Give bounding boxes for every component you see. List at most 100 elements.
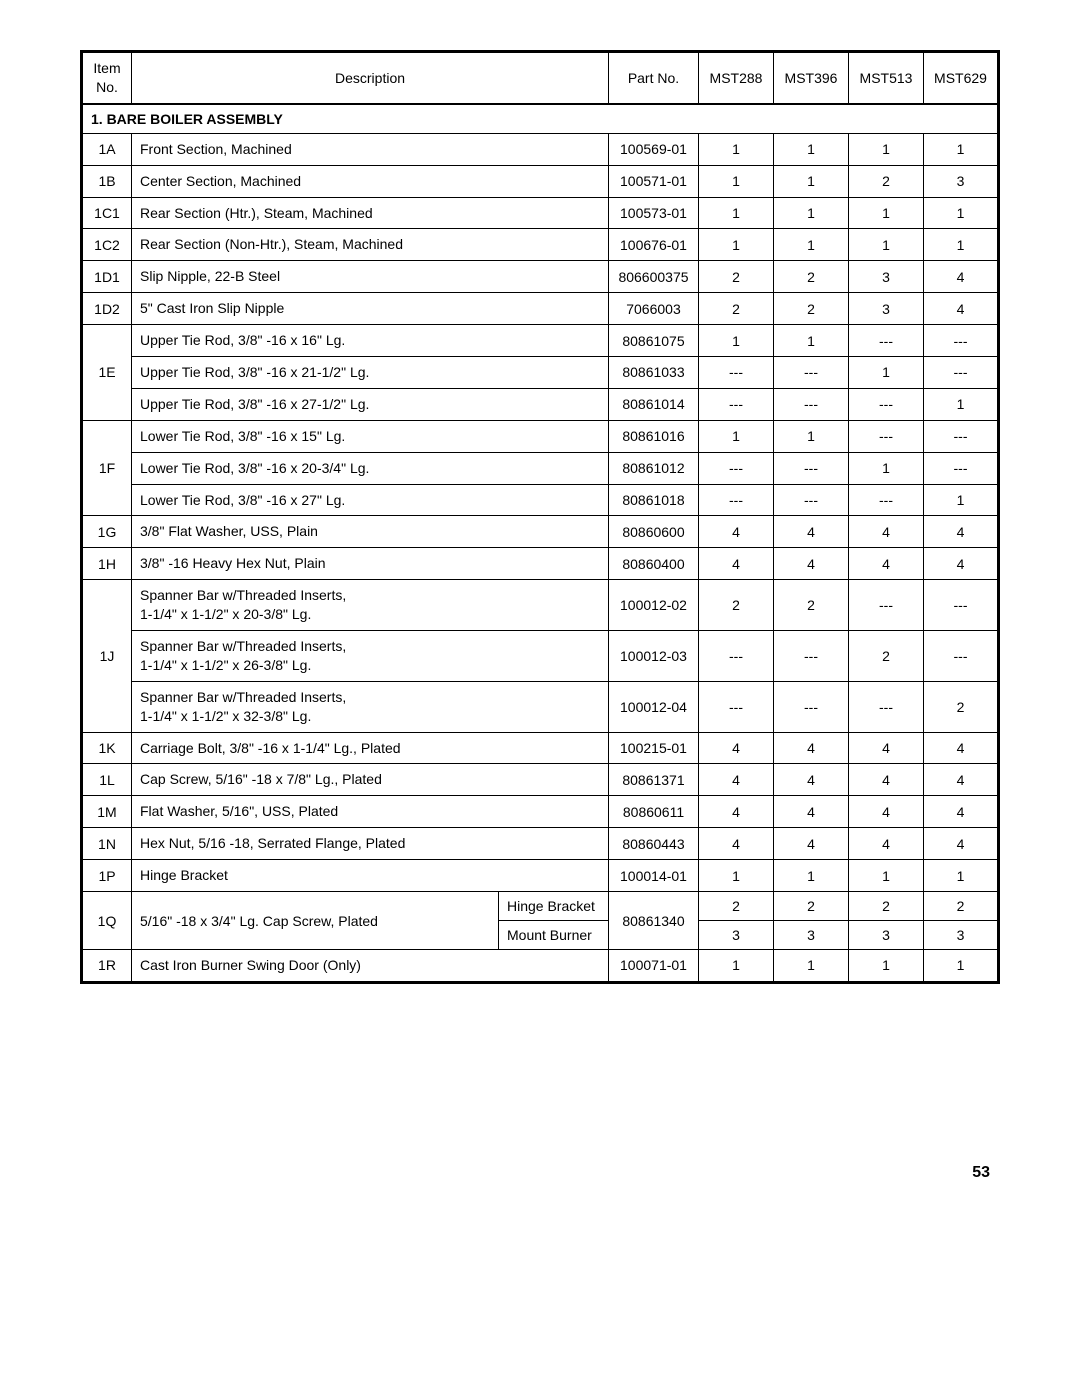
qty-cell: 1: [849, 950, 924, 983]
description: Hex Nut, 5/16 -18, Serrated Flange, Plat…: [132, 828, 609, 860]
qty-cell: 1: [699, 325, 774, 357]
qty-cell: 2: [924, 681, 999, 732]
description: 5" Cast Iron Slip Nipple: [132, 293, 609, 325]
table-body: 1. BARE BOILER ASSEMBLY 1AFront Section,…: [82, 104, 999, 983]
qty-cell: 4: [849, 516, 924, 548]
qty-cell: 1: [924, 860, 999, 892]
qty-cell: 1: [774, 950, 849, 983]
qty-cell: ---: [924, 357, 999, 389]
section-header-row: 1. BARE BOILER ASSEMBLY: [82, 104, 999, 134]
part-no: 100014-01: [609, 860, 699, 892]
qty-cell: 1: [699, 420, 774, 452]
qty-cell: 2: [699, 293, 774, 325]
qty-cell: 3: [849, 293, 924, 325]
part-no: 80860443: [609, 828, 699, 860]
hdr-item: ItemNo.: [82, 52, 132, 104]
description: Lower Tie Rod, 3/8" -16 x 27" Lg.: [132, 484, 609, 516]
qty-cell: 4: [849, 732, 924, 764]
table-row: 1KCarriage Bolt, 3/8" -16 x 1-1/4" Lg., …: [82, 732, 999, 764]
part-no: 80860611: [609, 796, 699, 828]
qty-cell: ---: [924, 452, 999, 484]
qty-cell: 1: [849, 229, 924, 261]
qty-cell: 4: [699, 516, 774, 548]
qty-cell: 4: [774, 764, 849, 796]
qty-cell: ---: [774, 484, 849, 516]
description: Lower Tie Rod, 3/8" -16 x 20-3/4" Lg.: [132, 452, 609, 484]
part-no: 100012-03: [609, 631, 699, 682]
qty-cell: 4: [699, 796, 774, 828]
qty-cell: ---: [924, 631, 999, 682]
qty-cell: 3: [774, 921, 849, 950]
item-no: 1E: [82, 325, 132, 421]
part-no: 100071-01: [609, 950, 699, 983]
description: Slip Nipple, 22-B Steel: [132, 261, 609, 293]
part-no: 100569-01: [609, 133, 699, 165]
qty-cell: 2: [849, 892, 924, 921]
table-row: Upper Tie Rod, 3/8" -16 x 21-1/2" Lg.808…: [82, 357, 999, 389]
table-row: Spanner Bar w/Threaded Inserts,1-1/4" x …: [82, 631, 999, 682]
parts-table: ItemNo. Description Part No. MST288 MST3…: [80, 50, 1000, 984]
qty-cell: 4: [849, 548, 924, 580]
qty-cell: 4: [774, 828, 849, 860]
qty-cell: 1: [699, 133, 774, 165]
part-no: 80861012: [609, 452, 699, 484]
qty-cell: 1: [774, 133, 849, 165]
table-row: 1G3/8" Flat Washer, USS, Plain8086060044…: [82, 516, 999, 548]
qty-cell: 3: [849, 261, 924, 293]
qty-cell: 4: [774, 732, 849, 764]
qty-cell: 1: [849, 860, 924, 892]
qty-cell: 2: [849, 631, 924, 682]
table-row: 1AFront Section, Machined100569-011111: [82, 133, 999, 165]
description: 5/16" -18 x 3/4" Lg. Cap Screw, Plated: [132, 892, 499, 950]
qty-cell: ---: [699, 452, 774, 484]
sub-label: Hinge Bracket: [499, 892, 609, 921]
table-row: Upper Tie Rod, 3/8" -16 x 27-1/2" Lg.808…: [82, 388, 999, 420]
qty-cell: 2: [774, 892, 849, 921]
description: Hinge Bracket: [132, 860, 609, 892]
item-no: 1C1: [82, 197, 132, 229]
qty-cell: 1: [774, 420, 849, 452]
qty-cell: 1: [774, 165, 849, 197]
table-row: 1LCap Screw, 5/16" -18 x 7/8" Lg., Plate…: [82, 764, 999, 796]
part-no: 80861340: [609, 892, 699, 950]
description: Center Section, Machined: [132, 165, 609, 197]
qty-cell: ---: [924, 580, 999, 631]
qty-cell: 1: [924, 484, 999, 516]
qty-cell: 1: [699, 950, 774, 983]
part-no: 80860400: [609, 548, 699, 580]
qty-cell: 3: [924, 165, 999, 197]
item-no: 1J: [82, 580, 132, 732]
table-row: 1FLower Tie Rod, 3/8" -16 x 15" Lg.80861…: [82, 420, 999, 452]
description: Rear Section (Htr.), Steam, Machined: [132, 197, 609, 229]
qty-cell: ---: [774, 388, 849, 420]
table-row: 1BCenter Section, Machined100571-011123: [82, 165, 999, 197]
qty-cell: 1: [774, 860, 849, 892]
description: Cast Iron Burner Swing Door (Only): [132, 950, 609, 983]
table-row: 1PHinge Bracket100014-011111: [82, 860, 999, 892]
item-no: 1D1: [82, 261, 132, 293]
qty-cell: ---: [774, 357, 849, 389]
description: Rear Section (Non-Htr.), Steam, Machined: [132, 229, 609, 261]
table-row: 1D25" Cast Iron Slip Nipple70660032234: [82, 293, 999, 325]
part-no: 80861371: [609, 764, 699, 796]
qty-cell: ---: [699, 388, 774, 420]
qty-cell: 1: [699, 860, 774, 892]
qty-cell: 4: [849, 796, 924, 828]
part-no: 100573-01: [609, 197, 699, 229]
qty-cell: 2: [924, 892, 999, 921]
qty-cell: ---: [924, 325, 999, 357]
sub-label: Mount Burner: [499, 921, 609, 950]
qty-cell: 4: [924, 828, 999, 860]
qty-cell: 1: [924, 197, 999, 229]
qty-cell: 4: [699, 764, 774, 796]
part-no: 100676-01: [609, 229, 699, 261]
part-no: 100215-01: [609, 732, 699, 764]
part-no: 806600375: [609, 261, 699, 293]
description: Front Section, Machined: [132, 133, 609, 165]
hdr-q4: MST629: [924, 52, 999, 104]
item-no: 1N: [82, 828, 132, 860]
qty-cell: 1: [699, 165, 774, 197]
item-no: 1M: [82, 796, 132, 828]
item-no: 1G: [82, 516, 132, 548]
table-row: 1EUpper Tie Rod, 3/8" -16 x 16" Lg.80861…: [82, 325, 999, 357]
